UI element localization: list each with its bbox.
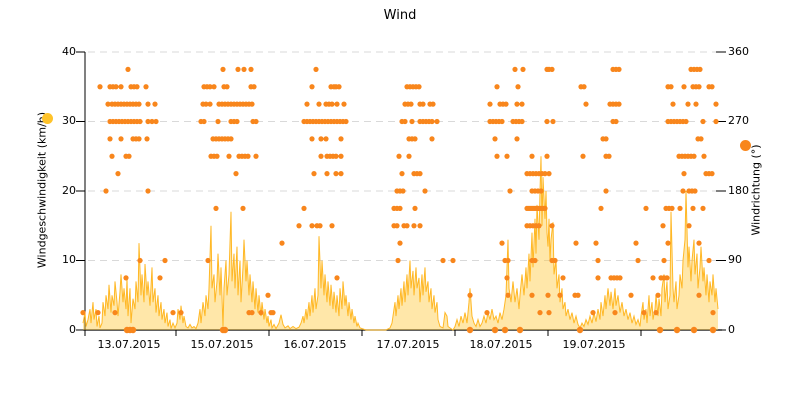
y-left-tick-20: 20 [62,184,76,197]
y-right-tick-270: 270 [728,114,749,127]
direction-series-legend-dot[interactable] [740,140,751,151]
x-tick-13-07: 13.07.2015 [97,338,161,351]
y-right-tick-360: 360 [728,45,749,58]
y-left-tick-0: 0 [69,323,76,336]
x-tick-17-07: 17.07.2015 [376,338,440,351]
y-left-tick-40: 40 [62,45,76,58]
y-left-tick-30: 30 [62,114,76,127]
x-tick-18-07: 18.07.2015 [469,338,533,351]
y-left-axis-title: Windgeschwindigkeit (km/h) [35,111,49,269]
x-tick-19-07: 19.07.2015 [562,338,626,351]
x-tick-16-07: 16.07.2015 [283,338,347,351]
x-tick-15-07: 15.07.2015 [190,338,254,351]
y-right-axis-title: Windrichtung (°) [749,144,763,236]
y-right-tick-90: 90 [728,253,742,266]
y-right-tick-0: 0 [728,323,735,336]
chart-title: Wind [383,8,417,23]
y-left-tick-10: 10 [62,253,76,266]
y-right-tick-180: 180 [728,184,749,197]
speed-series-legend-dot[interactable] [42,113,53,124]
